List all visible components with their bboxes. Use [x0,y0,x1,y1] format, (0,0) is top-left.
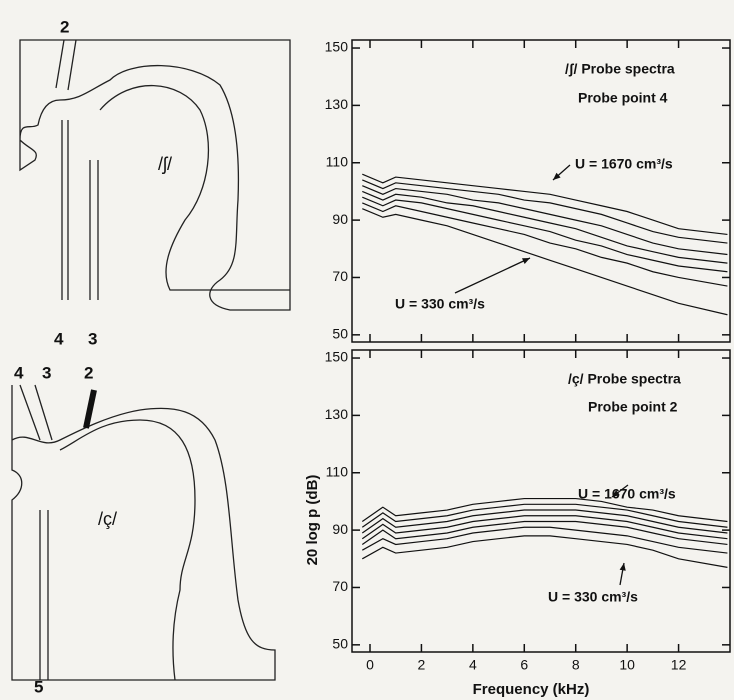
series-line [362,202,728,287]
annotation: /ç/ Probe spectra [568,371,681,387]
series-line [362,190,728,264]
y-tick-label: 150 [325,39,349,55]
diagram-label: 4 [54,329,64,348]
y-tick-label: 130 [325,406,349,422]
series-line [362,173,728,236]
y-tick-label: 110 [326,463,349,479]
plot-frame [351,349,731,653]
series-line [362,208,728,316]
annotation: U = 330 cm³/s [548,589,638,605]
outline [11,385,276,681]
y-tick-label: 130 [325,96,349,112]
series-line [361,535,728,568]
annotation: U = 1670 cm³/s [578,486,676,502]
arrow-head [522,258,530,264]
series-line [362,185,728,256]
probe [19,384,53,680]
x-tick-label: 8 [572,657,580,673]
tract [59,419,196,681]
diagram-label: 2 [84,363,93,382]
probe-2 [83,389,97,429]
outline [19,39,291,311]
diagram-label: /ç/ [98,509,117,529]
annotation: U = 330 cm³/s [395,296,485,312]
y-tick-label: 70 [332,268,348,284]
y-tick-label: 70 [332,578,348,594]
x-tick-label: 10 [619,657,635,673]
arrow [454,257,531,294]
x-tick-label: 2 [418,657,426,673]
series-line [361,497,728,523]
plot-frame [351,39,731,343]
diagram-label: 3 [88,329,97,348]
diagram-label: 3 [42,363,51,382]
arrow-head [553,172,561,180]
diagram-label: 2 [60,17,69,36]
probe [55,39,99,300]
arrow-head [612,490,620,497]
diagram-bottom: 4 3 2 /ç/ 5 [11,363,276,696]
diagram-label: /ʃ/ [158,154,172,174]
y-tick-label: 50 [332,636,348,652]
y-tick-label: 110 [326,153,349,169]
x-tick-label: 12 [671,657,687,673]
series-line [362,196,728,273]
x-tick-label: 6 [520,657,528,673]
y-tick-label: 50 [332,326,348,342]
series-line [361,503,728,528]
annotation: U = 1670 cm³/s [575,156,673,172]
tract [99,84,290,291]
y-axis-title: 20 log p (dB) [304,475,321,566]
diagram-label: 4 [14,363,24,382]
annotation: Probe point 2 [588,399,678,415]
x-axis-title: Frequency (kHz) [473,681,590,698]
series-line [361,526,728,554]
diagram-top: 2 4 3 /ʃ/ [19,17,291,348]
series-line [361,515,728,540]
y-tick-label: 90 [332,211,348,227]
y-tick-label: 90 [332,521,348,537]
series-line [361,520,728,546]
diagram-label: 5 [34,677,43,696]
x-tick-label: 0 [366,657,374,673]
arrow-head [619,563,626,571]
x-tick-label: 4 [469,657,477,673]
annotation: Probe point 4 [578,90,668,106]
series-line [361,509,728,534]
annotation: /ʃ/ Probe spectra [565,61,675,77]
series-line [362,179,728,244]
y-tick-label: 150 [325,349,349,365]
